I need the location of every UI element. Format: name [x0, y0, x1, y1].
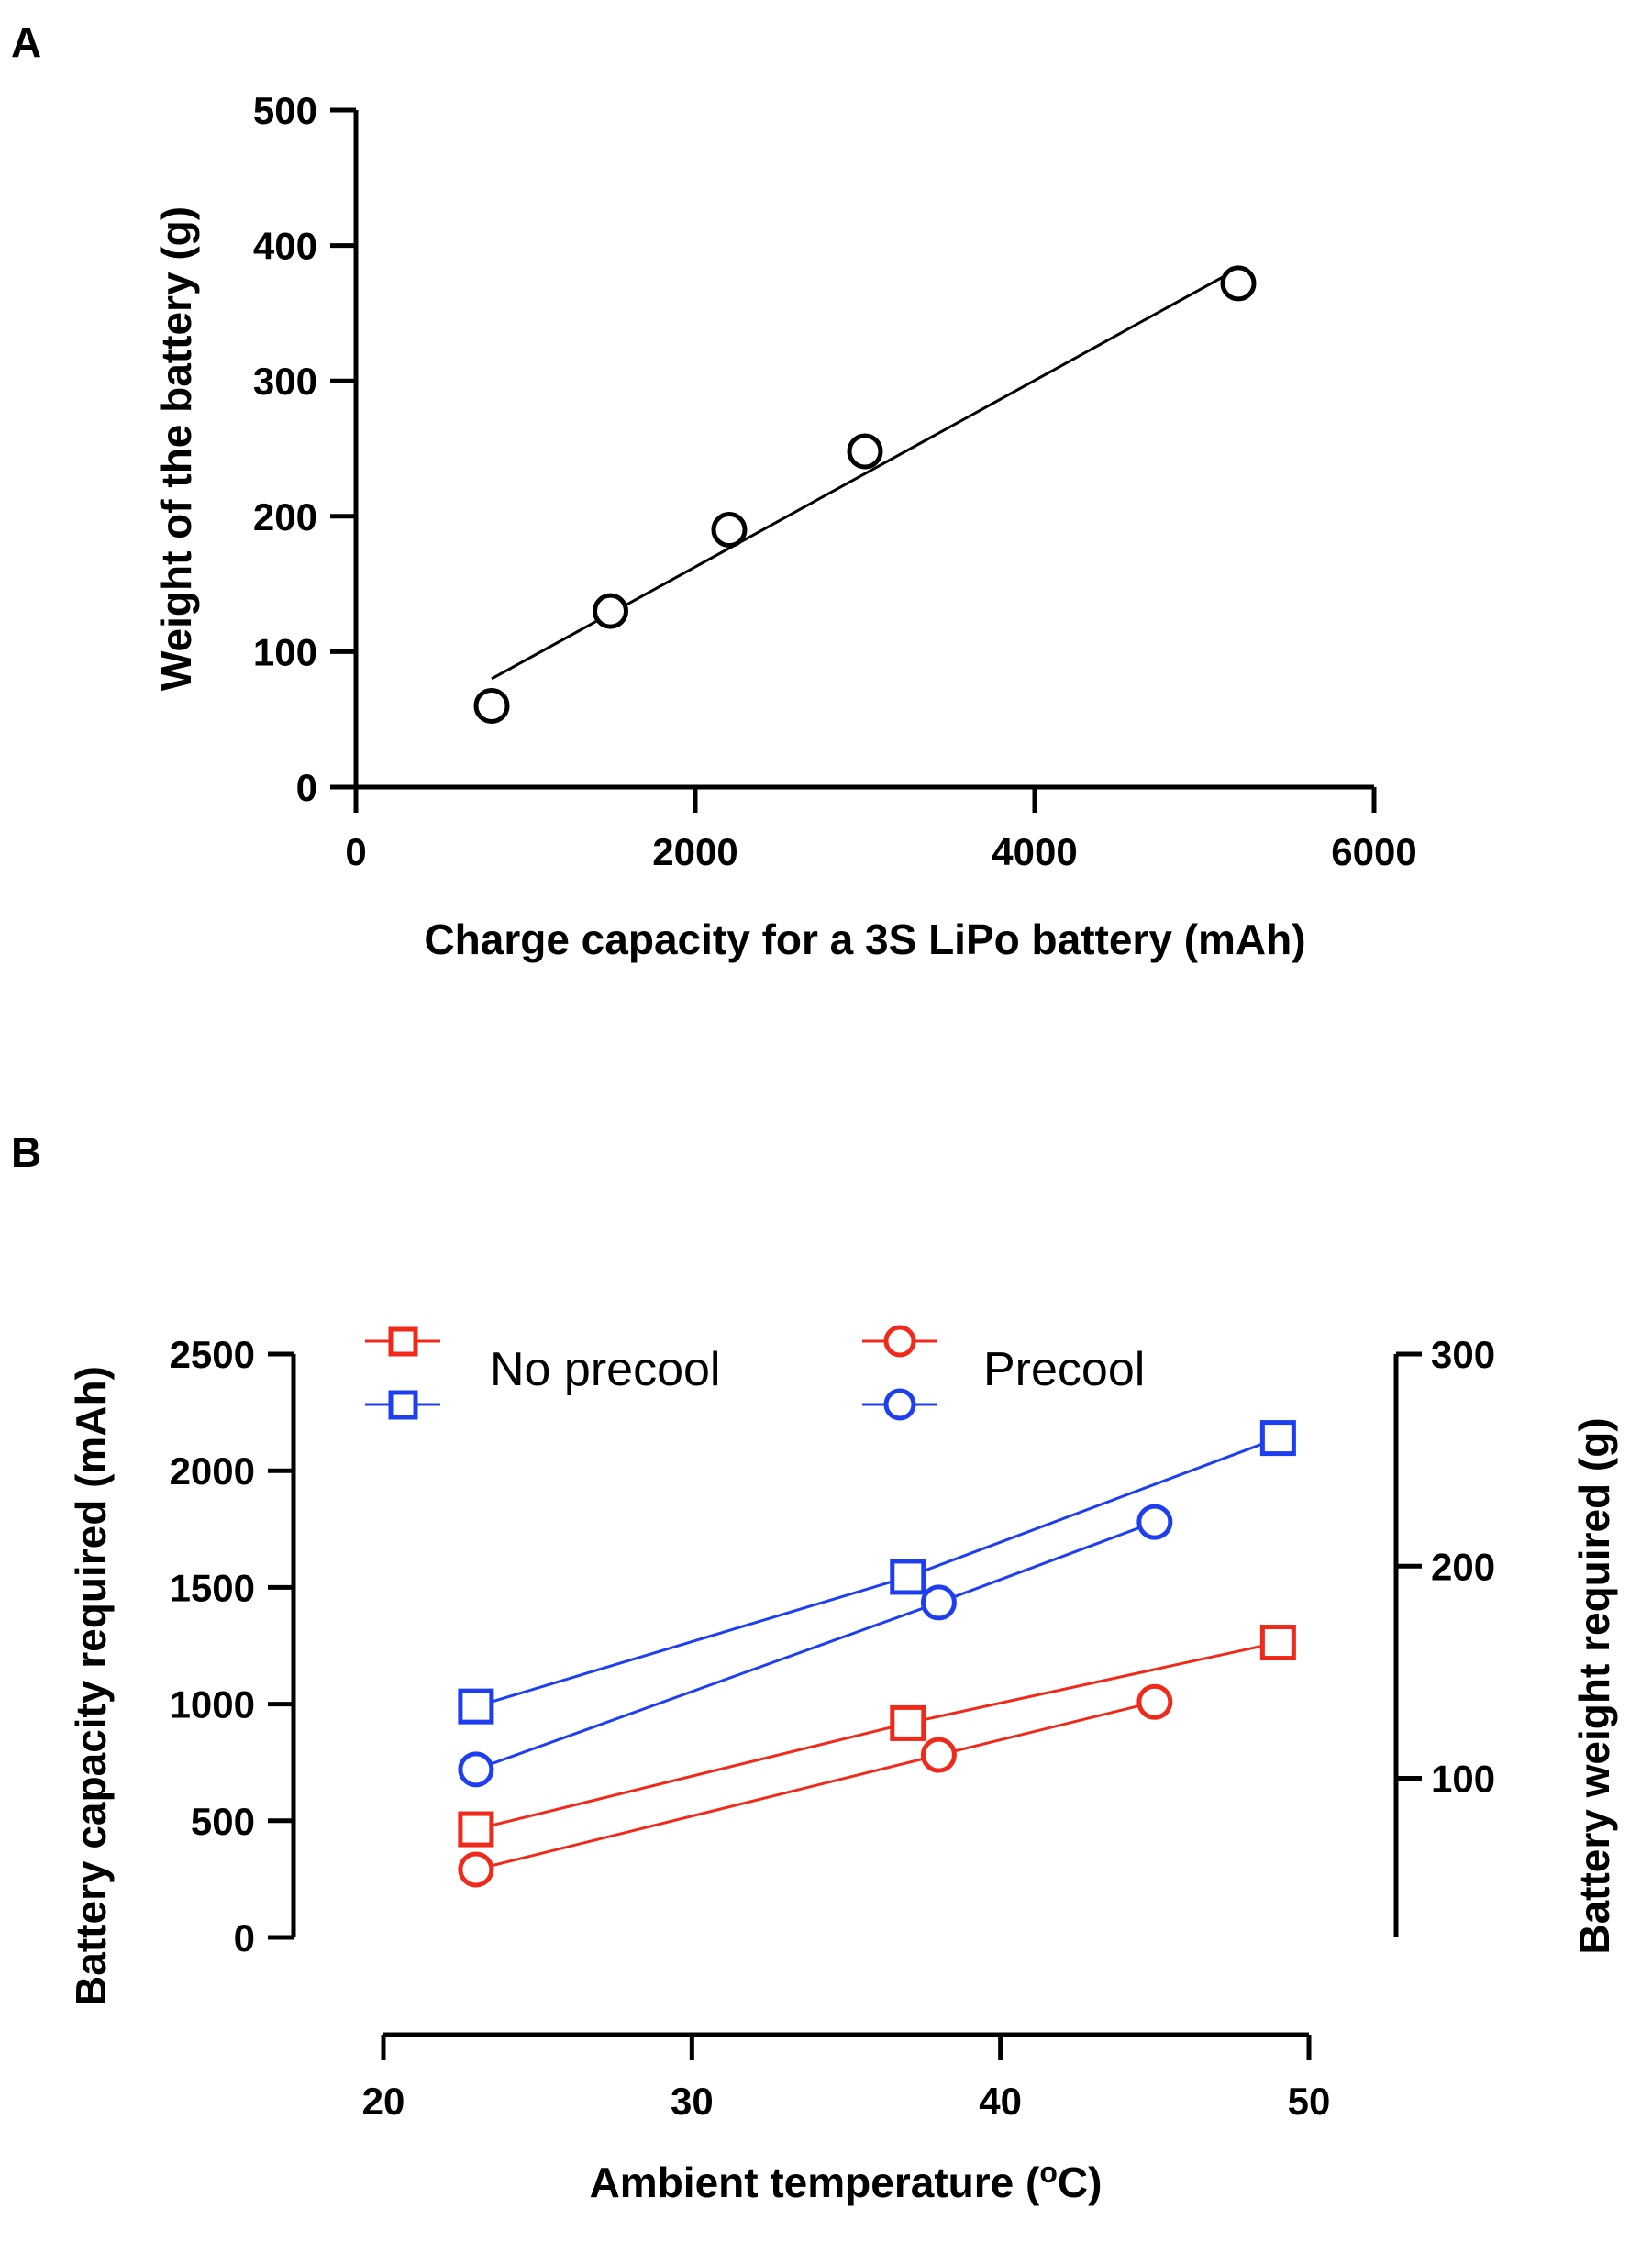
x-tick-label: 40 [979, 2080, 1022, 2123]
x-tick-label: 30 [671, 2080, 714, 2123]
data-point-square [458, 1688, 494, 1725]
data-point-circle [920, 1584, 957, 1621]
panel-b-right-axis-title: Battery weight required (g) [1570, 1417, 1618, 1954]
y-tick-label: 400 [253, 225, 317, 268]
left-y-tick-label: 2500 [170, 1333, 255, 1376]
legend-blue-circle-marker [883, 1388, 916, 1421]
data-point [847, 433, 883, 470]
data-point-square [890, 1559, 926, 1595]
panel-b-x-axis-title: Ambient temperature (oC) [590, 2156, 1103, 2206]
panel-a-x-axis-title: Charge capacity for a 3S LiPo battery (m… [424, 916, 1305, 963]
data-point [593, 593, 628, 629]
x-tick-label: 2000 [652, 830, 737, 873]
x-tick-label: 0 [345, 830, 366, 873]
data-point-circle [458, 1851, 494, 1888]
data-point-square [1259, 1420, 1296, 1457]
data-point-circle [1136, 1504, 1173, 1540]
legend: No precool Precool [365, 1325, 1145, 1421]
data-point [473, 687, 510, 724]
left-y-tick-label: 0 [234, 1916, 255, 1959]
y-tick-label: 300 [253, 360, 317, 403]
panel-a-y-axis-title: Weight of the battery (g) [152, 206, 200, 691]
series-line [475, 1700, 1156, 1871]
left-y-tick-label: 1000 [170, 1683, 255, 1726]
legend-entry-precool: Precool [862, 1325, 1145, 1421]
panel-a-chart: A Weight of the battery (g) Charge capac… [11, 18, 1417, 963]
panel-b-chart: B Battery capacity required (mAh) Batter… [11, 1128, 1618, 2206]
right-y-tick-label: 300 [1431, 1333, 1495, 1376]
data-point [711, 512, 748, 549]
panel-a-data [473, 265, 1257, 724]
x-title-main: Ambient temperature ( [590, 2159, 1040, 2206]
legend-blue-square-marker [388, 1390, 418, 1420]
data-point-square [1259, 1625, 1296, 1661]
x-tick-label: 4000 [992, 830, 1077, 873]
panel-a-ticks: 0 100 200 300 400 500 0 2000 4000 6000 [253, 89, 1417, 873]
legend-label-precool: Precool [983, 1343, 1145, 1396]
data-point-square [458, 1811, 494, 1848]
x-tick-label: 50 [1288, 2080, 1331, 2123]
panel-b-left-axis-title: Battery capacity required (mAh) [67, 1366, 115, 2006]
data-point-square [890, 1704, 926, 1741]
series-line [475, 1437, 1279, 1708]
x-tick-label: 20 [362, 2080, 405, 2123]
right-y-tick-label: 100 [1431, 1758, 1495, 1801]
panel-a-label: A [11, 18, 41, 66]
data-point-circle [458, 1751, 494, 1788]
data-point-circle [920, 1737, 957, 1773]
left-y-tick-label: 2000 [170, 1449, 255, 1493]
panel-b-data [458, 1420, 1296, 1888]
y-tick-label: 500 [253, 89, 317, 132]
legend-entry-no-precool: No precool [365, 1326, 720, 1420]
data-point [1220, 265, 1257, 302]
right-y-tick-label: 200 [1431, 1545, 1495, 1588]
series-line [475, 1520, 1156, 1771]
left-y-tick-label: 1500 [170, 1566, 255, 1609]
y-tick-label: 0 [296, 766, 317, 809]
y-tick-label: 100 [253, 630, 317, 673]
x-title-superscript: o [1039, 2156, 1058, 2189]
left-y-tick-label: 500 [191, 1800, 255, 1843]
legend-label-no-precool: No precool [490, 1343, 720, 1396]
panel-b-ticks: 0 500 1000 1500 2000 2500 100 200 300 20 30 40 50 [170, 1333, 1496, 2123]
x-title-suffix: C) [1058, 2159, 1103, 2206]
y-tick-label: 200 [253, 495, 317, 538]
x-tick-label: 6000 [1331, 830, 1416, 873]
data-point-circle [1136, 1683, 1173, 1720]
panel-b-label: B [11, 1128, 41, 1176]
legend-red-circle-marker [883, 1325, 916, 1358]
legend-red-square-marker [388, 1326, 418, 1357]
